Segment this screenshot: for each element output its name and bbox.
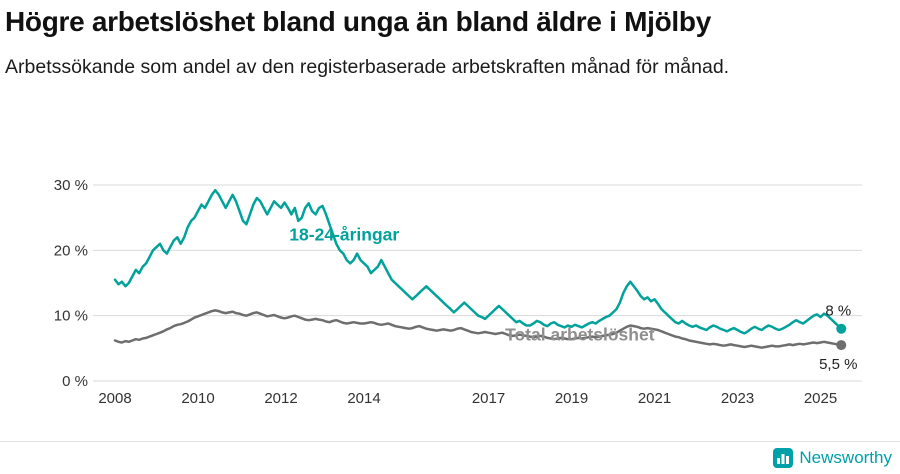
newsworthy-brand-text[interactable]: Newsworthy [799,448,892,467]
x-tick-label: 2014 [347,390,380,407]
series-label: Total arbetslöshet [505,324,655,344]
end-point-dot [836,323,847,334]
x-tick-label: 2021 [638,390,671,407]
series-label: 18-24-åringar [289,225,399,245]
x-tick-label: 2023 [721,390,754,407]
x-tick-label: 2019 [555,390,588,407]
x-tick-label: 2012 [264,390,297,407]
total-series-line [113,309,843,349]
y-tick-label: 30 % [54,177,88,194]
end-value-label: 8 % [825,303,851,320]
end-point-dot [836,340,847,351]
newsworthy-bar-chart-icon [773,448,794,468]
y-tick-label: 10 % [54,308,88,325]
chart-subtitle: Arbetssökande som andel av den registerb… [5,56,730,78]
young-series-line [113,188,843,335]
x-tick-label: 2008 [98,390,131,407]
chart-canvas: 0 % 10 % 20 % 30 % 2008 2010 2012 2014 2017 2019 2… [54,177,862,407]
y-tick-label: 20 % [54,242,88,259]
y-tick-label: 0 % [62,373,88,390]
x-tick-label: 2010 [181,390,214,407]
x-tick-label: 2017 [472,390,505,407]
end-value-label: 5,5 % [819,356,857,373]
page-title: Högre arbetslöshet bland unga än bland ä… [5,6,711,37]
footer: Newsworthy [0,441,900,474]
x-tick-label: 2025 [804,390,837,407]
line-chart: 0 % 10 % 20 % 30 % 2008 2010 2012 2014 2017 2019 2… [0,150,900,430]
chart-header: Högre arbetslöshet bland unga än bland ä… [5,6,895,82]
